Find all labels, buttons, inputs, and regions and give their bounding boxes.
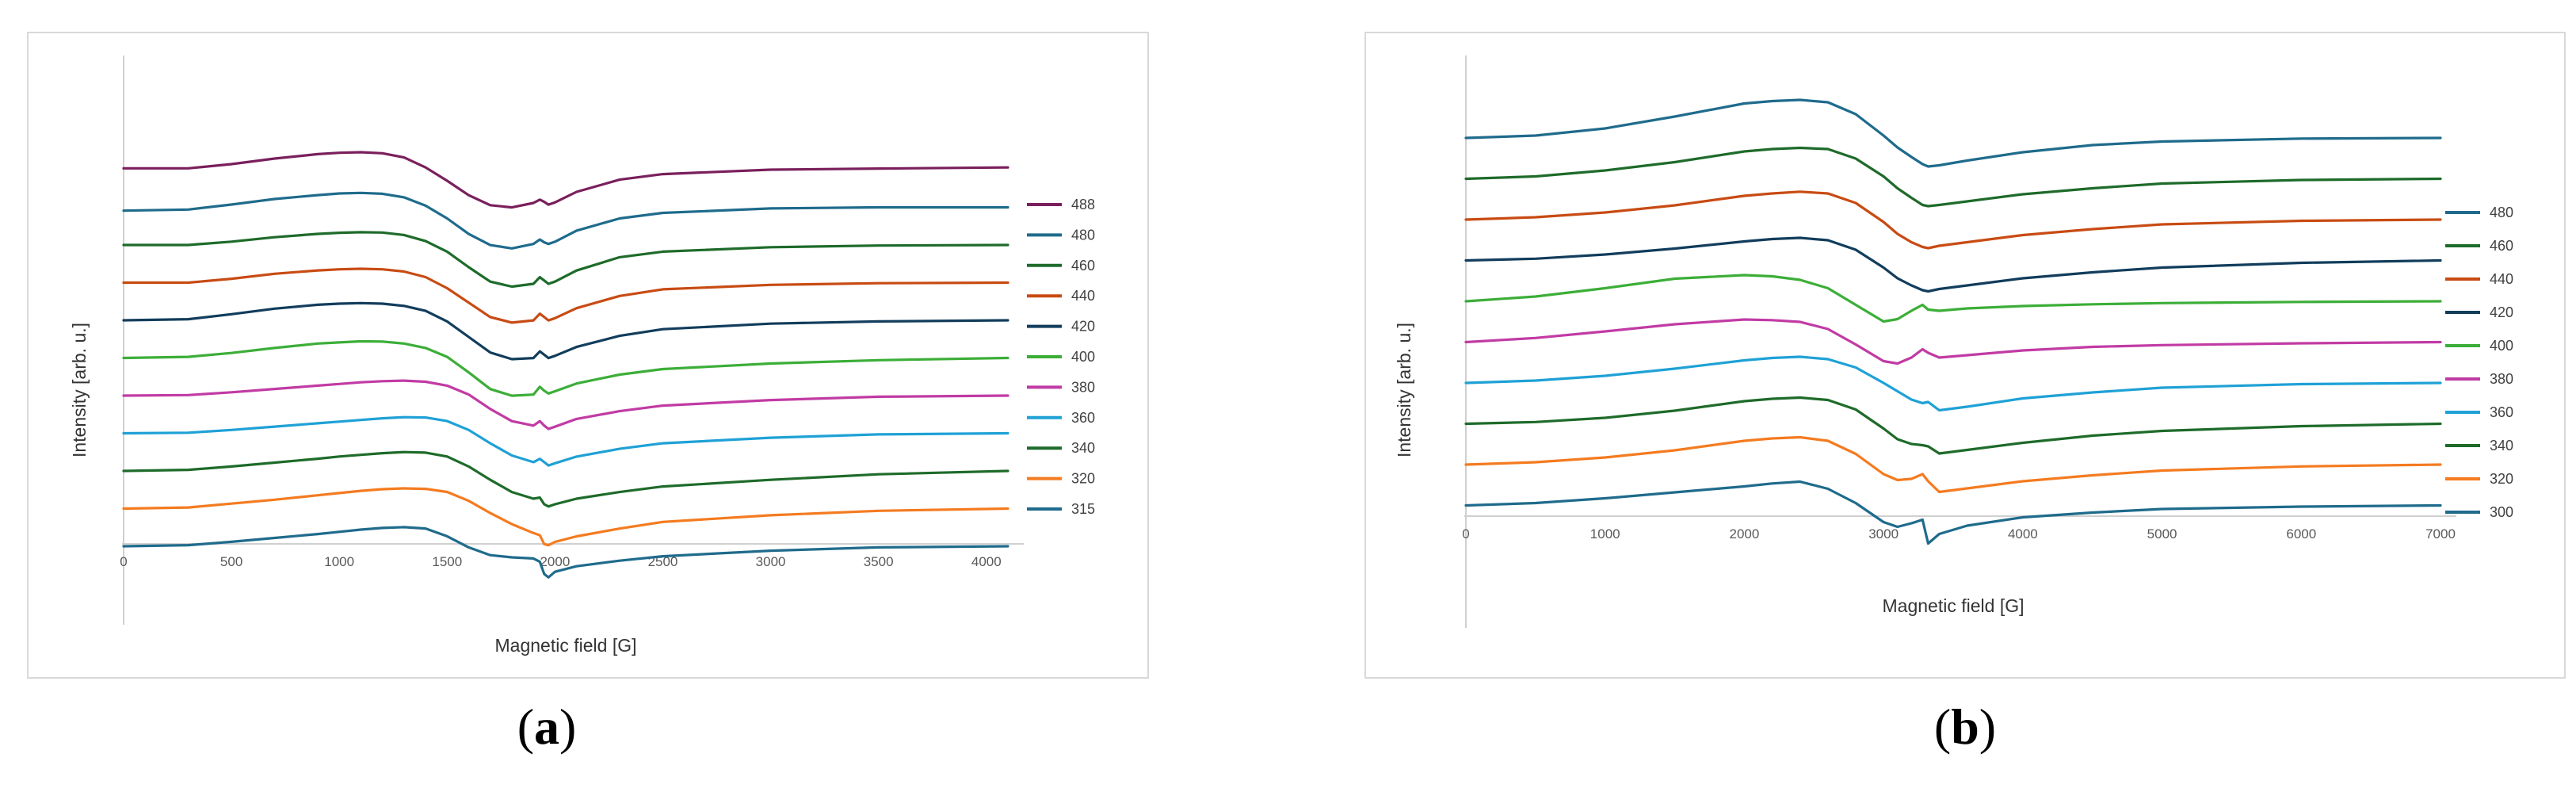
y-axis-title: Intensity [arb. u.] bbox=[69, 323, 90, 457]
legend-label-420: 420 bbox=[2490, 304, 2513, 320]
x-axis-title: Magnetic field [G] bbox=[495, 635, 637, 656]
x-tick-label: 2000 bbox=[540, 554, 570, 569]
legend-label-315: 315 bbox=[1071, 501, 1095, 517]
series-line-440 bbox=[122, 267, 1009, 324]
legend-label-380: 380 bbox=[1071, 379, 1095, 395]
series-line-300 bbox=[1464, 480, 2442, 545]
caption-a-letter: a bbox=[534, 698, 559, 755]
legend-label-460: 460 bbox=[2490, 238, 2513, 254]
series-line-420 bbox=[122, 301, 1009, 361]
legend-label-340: 340 bbox=[2490, 438, 2513, 453]
x-tick-label: 0 bbox=[120, 554, 127, 569]
legend-label-420: 420 bbox=[1071, 319, 1095, 335]
caption-b-close: ) bbox=[1979, 698, 1997, 755]
legend-label-380: 380 bbox=[2490, 371, 2513, 387]
caption-a-close: ) bbox=[559, 698, 577, 755]
legend-label-480: 480 bbox=[1071, 227, 1095, 243]
caption-b-open: ( bbox=[1933, 698, 1952, 755]
series-line-480 bbox=[122, 191, 1009, 250]
series-line-460 bbox=[1464, 146, 2442, 208]
y-axis-title: Intensity [arb. u.] bbox=[1394, 323, 1414, 457]
legend-label-488: 488 bbox=[1071, 197, 1095, 212]
chart-panel-a: 0 500 1000 1500 2000 2500 3000 3500 4000 488 480 46… bbox=[27, 32, 1149, 679]
series-line-320 bbox=[122, 487, 1009, 547]
caption-b-letter: b bbox=[1951, 698, 1979, 755]
caption-a-open: ( bbox=[517, 698, 534, 755]
chart-a-svg: 0 500 1000 1500 2000 2500 3000 3500 400048848046… bbox=[69, 55, 1095, 656]
x-tick-label: 1000 bbox=[1590, 526, 1620, 542]
chart-panel-b: 0 1000 2000 3000 4000 5000 6000 7000 480 460 440 42… bbox=[1364, 32, 2566, 679]
series-line-440 bbox=[1464, 190, 2442, 250]
legend-label-360: 360 bbox=[1071, 410, 1095, 426]
legend-label-340: 340 bbox=[1071, 440, 1095, 456]
legend-label-400: 400 bbox=[1071, 349, 1095, 365]
x-tick-label: 5000 bbox=[2147, 526, 2177, 542]
caption-b: (b) bbox=[1886, 698, 2044, 756]
series-line-420 bbox=[1464, 236, 2442, 293]
x-tick-label: 3000 bbox=[1868, 526, 1899, 542]
series-line-340 bbox=[1464, 396, 2442, 455]
legend-label-440: 440 bbox=[2490, 271, 2513, 287]
legend-label-320: 320 bbox=[2490, 471, 2513, 487]
series-line-460 bbox=[122, 231, 1009, 289]
legend-label-480: 480 bbox=[2490, 205, 2513, 220]
x-axis-title: Magnetic field [G] bbox=[1883, 595, 2025, 616]
caption-a: (a) bbox=[467, 698, 626, 756]
legend-label-460: 460 bbox=[1071, 258, 1095, 274]
chart-b-svg: 0 1000 2000 3000 4000 5000 6000 7000 480 460 440 42… bbox=[1394, 55, 2513, 628]
series-line-340 bbox=[122, 450, 1009, 508]
series-line-400 bbox=[122, 339, 1009, 397]
series-line-488 bbox=[122, 151, 1009, 209]
x-tick-label: 0 bbox=[1462, 526, 1469, 542]
legend-label-300: 300 bbox=[2490, 504, 2513, 520]
legend-label-440: 440 bbox=[1071, 288, 1095, 304]
series-line-360 bbox=[1464, 355, 2442, 412]
x-tick-label: 3000 bbox=[756, 554, 786, 569]
series-line-400 bbox=[1464, 274, 2442, 323]
x-tick-label: 500 bbox=[220, 554, 242, 569]
legend-label-400: 400 bbox=[2490, 338, 2513, 354]
x-tick-label: 4000 bbox=[971, 554, 1002, 569]
series-line-380 bbox=[122, 379, 1009, 431]
series-line-360 bbox=[122, 415, 1009, 467]
series-line-320 bbox=[1464, 435, 2442, 494]
x-tick-label: 2000 bbox=[1730, 526, 1760, 542]
series-line-380 bbox=[1464, 318, 2442, 365]
x-tick-label: 6000 bbox=[2286, 526, 2316, 542]
x-tick-label: 3500 bbox=[864, 554, 894, 569]
series-line-315 bbox=[122, 526, 1009, 579]
x-tick-label: 1500 bbox=[432, 554, 462, 569]
x-tick-label: 7000 bbox=[2425, 526, 2456, 542]
legend-label-320: 320 bbox=[1071, 471, 1095, 487]
x-tick-label: 4000 bbox=[2008, 526, 2038, 542]
legend-label-360: 360 bbox=[2490, 404, 2513, 420]
x-tick-label: 1000 bbox=[324, 554, 354, 569]
series-line-480 bbox=[1464, 98, 2442, 168]
